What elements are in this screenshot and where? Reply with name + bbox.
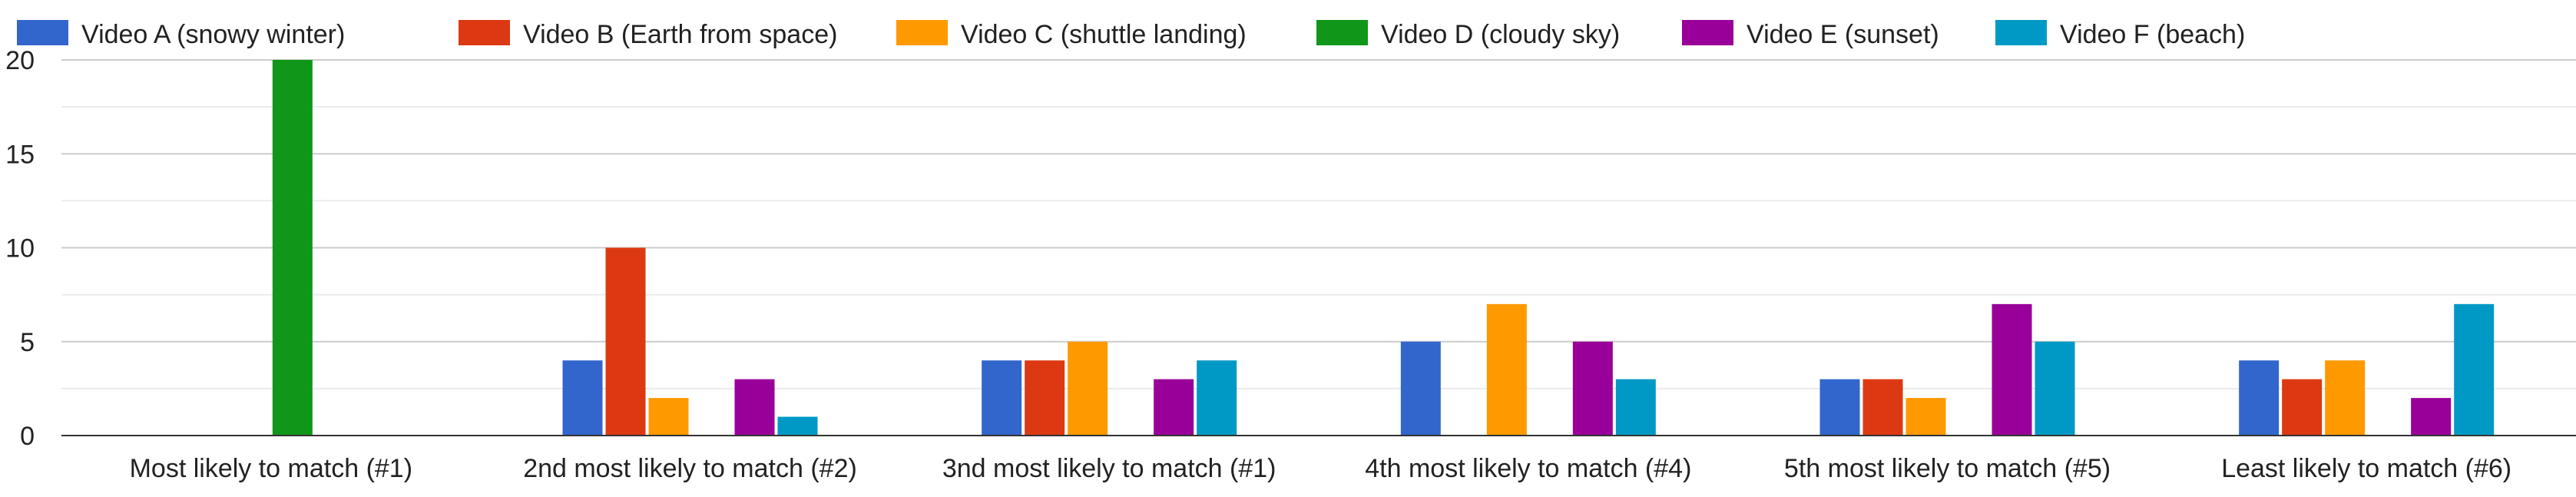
bar [1572, 341, 1613, 436]
legend-swatch [1682, 20, 1733, 45]
bar [1615, 379, 1656, 436]
y-tick-label: 5 [20, 328, 35, 357]
bar [562, 360, 603, 436]
bar [1197, 360, 1237, 436]
bar [648, 398, 689, 436]
legend-swatch [896, 20, 948, 45]
legend-label: Video E (sunset) [1747, 20, 1939, 49]
x-category-label: 4th most likely to match (#4) [1365, 454, 1691, 483]
bar [2282, 379, 2323, 436]
bar [982, 360, 1022, 436]
bar [1400, 341, 1441, 436]
legend-swatch [17, 20, 68, 45]
bar [605, 247, 646, 436]
bar [272, 60, 313, 436]
bars [272, 60, 2495, 436]
legend-label: Video A (snowy winter) [81, 20, 345, 49]
bar [1025, 360, 1065, 436]
bar [1154, 379, 1194, 436]
legend-label: Video B (Earth from space) [523, 20, 837, 49]
x-category-label: Most likely to match (#1) [130, 454, 412, 483]
bar [1068, 341, 1108, 436]
x-category-label: Least likely to match (#6) [2221, 454, 2511, 483]
legend-swatch [1995, 20, 2047, 45]
bar [1862, 379, 1903, 436]
bar [777, 416, 818, 436]
legend-label: Video C (shuttle landing) [961, 20, 1247, 49]
x-category-label: 3nd most likely to match (#1) [942, 454, 1276, 483]
bar [1486, 303, 1527, 436]
bar [1819, 379, 1860, 436]
bar [1906, 398, 1946, 436]
legend-swatch [1316, 20, 1368, 45]
legend-swatch [459, 20, 510, 45]
y-tick-label: 10 [5, 234, 35, 263]
legend-label: Video D (cloudy sky) [1381, 20, 1620, 49]
y-tick-label: 0 [20, 422, 35, 451]
bar [2454, 303, 2495, 436]
y-tick-label: 15 [5, 140, 35, 169]
x-category-label: 5th most likely to match (#5) [1784, 454, 2111, 483]
y-axis-ticks: 0 5 10 15 20 [5, 46, 35, 451]
bar [734, 379, 775, 436]
x-axis-labels: Most likely to match (#1) 2nd most likely… [130, 454, 2512, 483]
bar [2239, 360, 2280, 436]
bar [1992, 303, 2032, 436]
x-category-label: 2nd most likely to match (#2) [523, 454, 857, 483]
y-tick-label: 20 [5, 46, 35, 75]
gridlines [61, 59, 2576, 389]
bar [2411, 398, 2452, 436]
bar [2035, 341, 2075, 436]
bar [2325, 360, 2366, 436]
legend: Video A (snowy winter) Video B (Earth fro… [17, 20, 2245, 49]
legend-label: Video F (beach) [2060, 20, 2245, 49]
